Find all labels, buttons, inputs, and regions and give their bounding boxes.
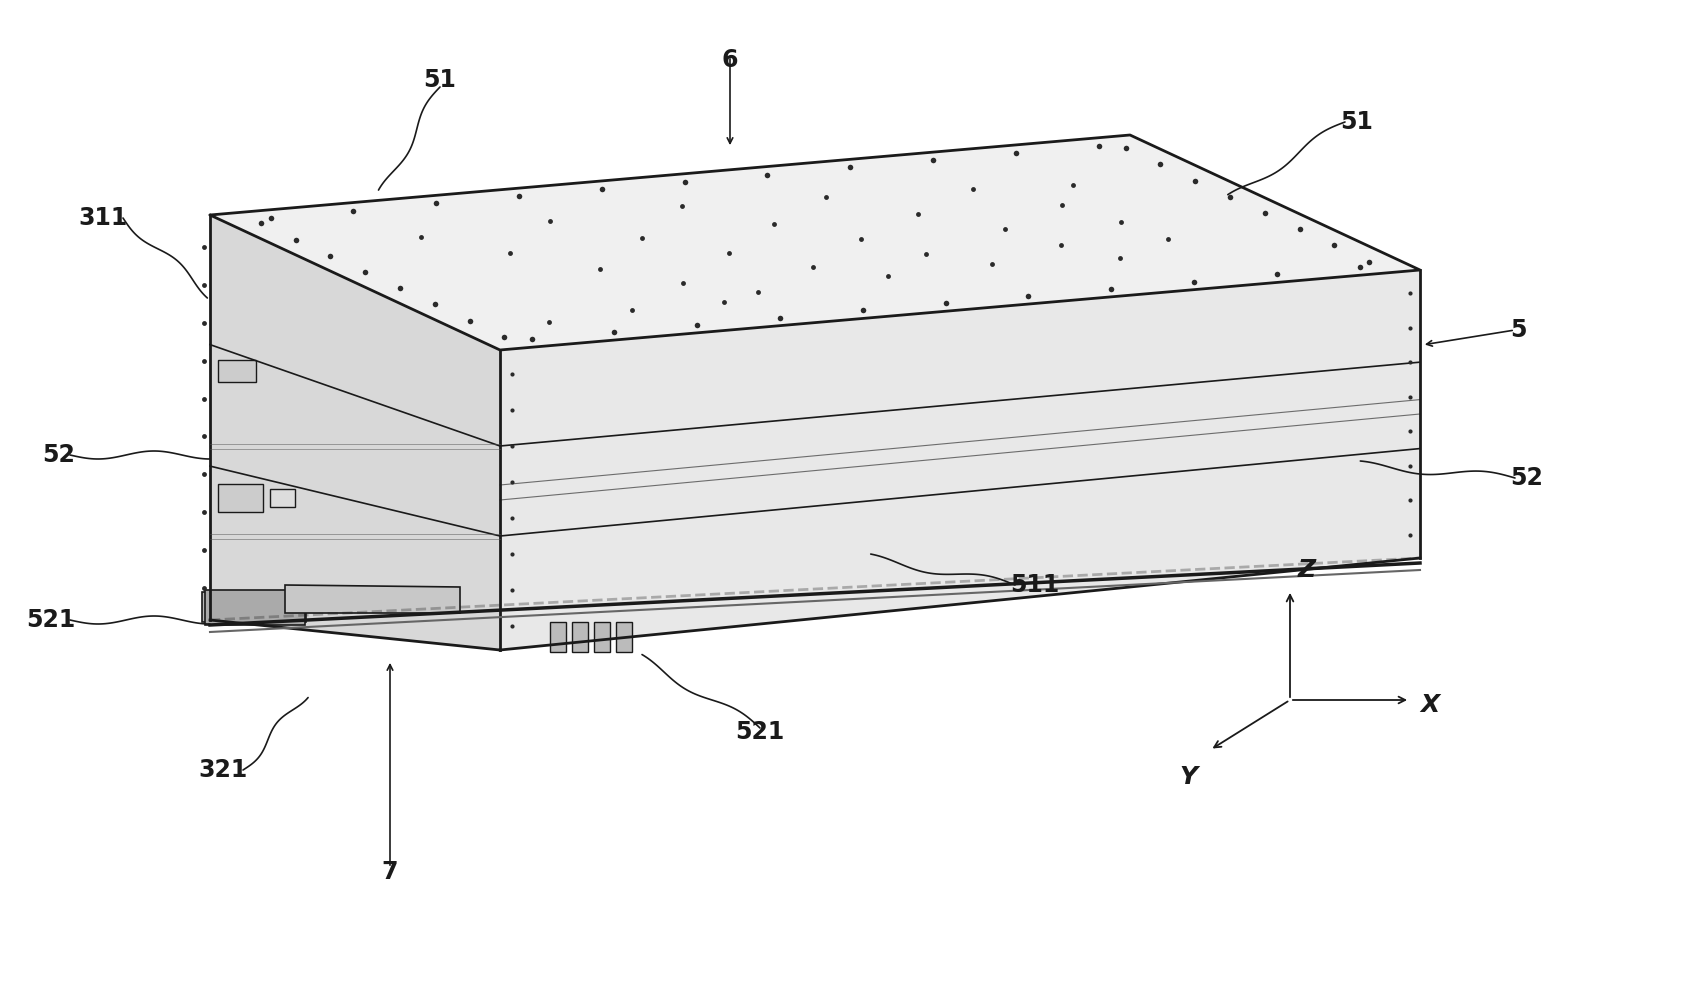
- Text: 52: 52: [42, 443, 74, 467]
- Polygon shape: [210, 215, 501, 650]
- Bar: [572, 622, 589, 652]
- Polygon shape: [205, 590, 305, 625]
- Text: 52: 52: [1509, 466, 1543, 490]
- Polygon shape: [501, 270, 1420, 650]
- Text: 521: 521: [25, 608, 74, 632]
- Bar: [245, 592, 262, 622]
- Bar: [616, 622, 633, 652]
- Text: X: X: [1420, 693, 1440, 717]
- Bar: [267, 592, 284, 622]
- Text: 511: 511: [1010, 573, 1059, 597]
- Text: 7: 7: [382, 860, 398, 884]
- Text: 51: 51: [423, 68, 457, 92]
- Text: 521: 521: [736, 720, 785, 744]
- Text: 51: 51: [1340, 110, 1372, 134]
- Text: 311: 311: [80, 206, 129, 230]
- Polygon shape: [210, 135, 1420, 350]
- Bar: [271, 489, 294, 507]
- Text: 321: 321: [198, 758, 249, 782]
- Bar: [201, 592, 218, 622]
- Text: Y: Y: [1179, 765, 1198, 789]
- Bar: [218, 484, 262, 512]
- Polygon shape: [284, 585, 460, 613]
- Bar: [218, 359, 255, 381]
- Text: 5: 5: [1509, 318, 1526, 342]
- Bar: [594, 622, 611, 652]
- Text: Z: Z: [1298, 558, 1316, 582]
- Text: 6: 6: [722, 48, 738, 72]
- Bar: [223, 592, 240, 622]
- Bar: [289, 592, 306, 622]
- Bar: [550, 622, 567, 652]
